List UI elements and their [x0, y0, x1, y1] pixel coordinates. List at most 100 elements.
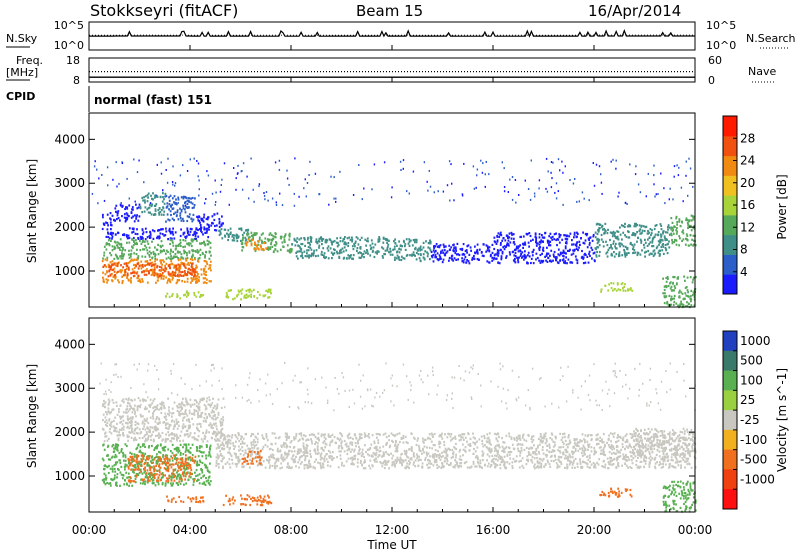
power-cell	[297, 257, 299, 260]
power-cell	[114, 247, 117, 250]
power-cell	[208, 228, 210, 231]
power-cell	[476, 250, 479, 253]
velocity-cell	[117, 439, 120, 442]
velocity-cell	[358, 438, 361, 441]
power-cell	[539, 261, 542, 264]
power-cell	[192, 268, 195, 271]
velocity-cell	[417, 444, 420, 447]
velocity-cell	[127, 439, 129, 442]
power-cell	[664, 247, 667, 250]
velocity-cell	[590, 434, 593, 437]
power-cell	[222, 222, 224, 225]
velocity-cell	[405, 449, 408, 452]
power-cell	[183, 294, 185, 297]
power-cell	[398, 248, 400, 251]
power-cell	[398, 240, 400, 243]
velocity-cell	[506, 461, 509, 464]
velocity-cell	[233, 447, 235, 450]
velocity-cell	[527, 451, 530, 454]
power-cell	[374, 251, 377, 254]
power-cell	[147, 211, 150, 214]
power-cell	[337, 243, 340, 247]
velocity-cell	[613, 447, 616, 450]
velocity-cell	[116, 422, 118, 425]
velocity-cell	[126, 405, 129, 408]
velocity-cell	[686, 459, 689, 462]
velocity-cell	[184, 410, 187, 413]
power-cell	[224, 228, 227, 231]
velocity-cell	[168, 411, 171, 414]
power-cell	[403, 241, 405, 244]
power-cell	[327, 245, 330, 248]
velocity-cell	[195, 438, 198, 441]
velocity-cell	[346, 452, 349, 456]
power-cell	[107, 184, 109, 187]
power-cell	[267, 290, 269, 294]
power-cell	[195, 227, 198, 231]
power-cell	[624, 255, 627, 258]
power-cell	[133, 158, 135, 161]
power-cell	[618, 191, 620, 194]
velocity-cell	[300, 432, 303, 435]
velocity-cell	[523, 438, 526, 441]
velocity-cell	[228, 441, 230, 444]
velocity-cell	[680, 464, 682, 467]
power-cell	[374, 243, 377, 246]
power-cell	[423, 257, 426, 260]
power-cell	[600, 233, 603, 237]
power-cell	[168, 295, 171, 298]
power-cell	[160, 209, 163, 212]
power-cell	[241, 188, 244, 191]
velocity-cell	[412, 463, 415, 466]
velocity-cell	[672, 459, 674, 462]
power-cell	[137, 255, 140, 258]
power-cell	[592, 233, 595, 237]
power-cell	[184, 239, 187, 242]
power-cell	[294, 157, 296, 160]
velocity-cell	[375, 445, 378, 448]
power-cell	[293, 204, 296, 207]
power-cell	[559, 251, 562, 254]
power-cell	[402, 159, 405, 162]
velocity-cell	[632, 452, 635, 455]
power-cell	[120, 244, 123, 247]
power-cell	[191, 266, 194, 269]
power-cell	[126, 237, 129, 240]
velocity-cell	[222, 416, 224, 419]
velocity-cell	[640, 445, 643, 448]
power-cell	[169, 238, 172, 242]
power-cell	[589, 254, 591, 257]
velocity-cell	[205, 429, 208, 432]
power-cell	[443, 253, 446, 257]
power-cell	[629, 163, 631, 166]
power-cell	[671, 240, 674, 244]
velocity-cell	[396, 449, 399, 453]
power-cell	[170, 255, 172, 258]
power-cell	[619, 289, 622, 292]
power-cell	[144, 206, 147, 209]
power-cell	[179, 263, 181, 267]
power-cell	[133, 258, 136, 261]
velocity-cell	[284, 451, 286, 454]
power-cell	[392, 248, 394, 251]
power-cell	[397, 257, 400, 260]
velocity-cell	[211, 437, 213, 440]
power-cell	[125, 216, 127, 220]
power-cell	[531, 251, 534, 254]
velocity-cell	[361, 448, 364, 451]
power-cell	[513, 243, 516, 246]
velocity-cell	[264, 443, 267, 447]
velocity-cell	[191, 412, 193, 415]
velocity-cell	[469, 444, 471, 447]
power-cell	[182, 274, 185, 277]
power-cell	[376, 250, 379, 253]
power-cell	[591, 248, 594, 251]
velocity-cell	[509, 457, 512, 460]
velocity-cell	[136, 405, 139, 408]
power-cell	[267, 288, 270, 291]
velocity-cell	[136, 426, 139, 429]
power-cell	[359, 246, 362, 249]
velocity-cell	[151, 426, 154, 429]
power-cell	[520, 235, 522, 238]
power-cell	[339, 170, 341, 173]
